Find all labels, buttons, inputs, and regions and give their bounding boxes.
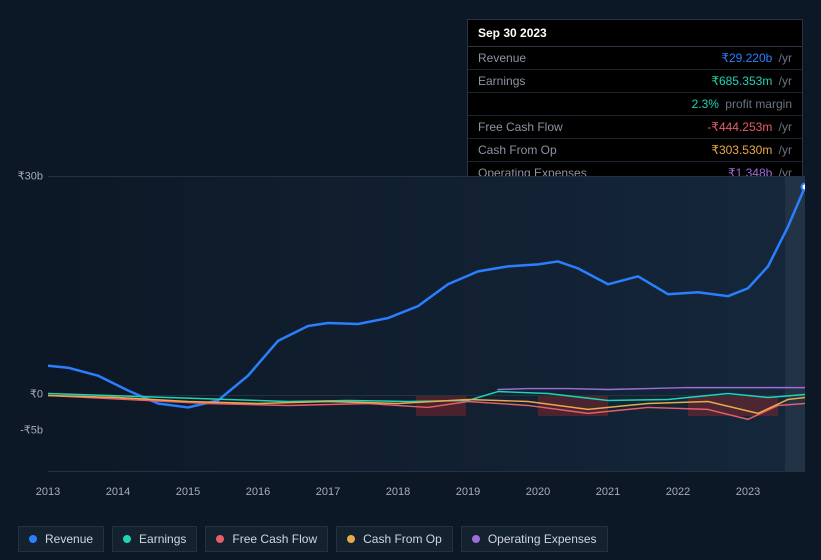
- legend-label: Operating Expenses: [488, 532, 597, 546]
- x-axis-label: 2020: [526, 486, 550, 498]
- x-axis-label: 2017: [316, 486, 340, 498]
- legend-item[interactable]: Free Cash Flow: [205, 526, 328, 552]
- tooltip-row: 2.3% profit margin: [468, 93, 802, 116]
- legend-dot: [123, 535, 131, 543]
- tooltip-row-value: ₹29.220b /yr: [721, 51, 792, 65]
- tooltip-row-value: ₹685.353m /yr: [711, 74, 792, 88]
- legend-dot: [472, 535, 480, 543]
- tooltip-row-value: ₹303.530m /yr: [711, 143, 792, 157]
- legend-label: Earnings: [139, 532, 186, 546]
- legend-label: Cash From Op: [363, 532, 442, 546]
- tooltip-row-label: Free Cash Flow: [478, 120, 707, 134]
- tooltip-row-label: Cash From Op: [478, 143, 711, 157]
- x-axis-label: 2013: [36, 486, 60, 498]
- chart-area: ₹30b ₹0 -₹5b 2013 2014 2015 2016 2017 2018 2019 2…: [16, 158, 805, 498]
- hover-indicator: [785, 177, 805, 471]
- legend-label: Revenue: [45, 532, 93, 546]
- series-revenue: [48, 187, 805, 408]
- x-axis-label: 2022: [666, 486, 690, 498]
- x-axis-label: 2021: [596, 486, 620, 498]
- legend-item[interactable]: Operating Expenses: [461, 526, 608, 552]
- legend-label: Free Cash Flow: [232, 532, 317, 546]
- series-opex: [498, 388, 805, 390]
- y-axis-label: -₹5b: [20, 424, 43, 437]
- tooltip-row-label: Earnings: [478, 74, 711, 88]
- y-axis-label: ₹0: [30, 388, 43, 401]
- x-axis-label: 2015: [176, 486, 200, 498]
- tooltip-row: Revenue₹29.220b /yr: [468, 47, 802, 70]
- legend-item[interactable]: Earnings: [112, 526, 197, 552]
- legend-dot: [347, 535, 355, 543]
- legend-item[interactable]: Cash From Op: [336, 526, 453, 552]
- chart-plot[interactable]: [48, 176, 805, 472]
- negative-band: [538, 396, 608, 416]
- legend-dot: [29, 535, 37, 543]
- tooltip-row-label: Revenue: [478, 51, 721, 65]
- tooltip-date: Sep 30 2023: [468, 20, 802, 47]
- tooltip-row: Free Cash Flow-₹444.253m /yr: [468, 116, 802, 139]
- tooltip-row-value: -₹444.253m /yr: [707, 120, 792, 134]
- x-axis-label: 2016: [246, 486, 270, 498]
- legend-item[interactable]: Revenue: [18, 526, 104, 552]
- x-axis-label: 2019: [456, 486, 480, 498]
- x-axis-label: 2014: [106, 486, 130, 498]
- x-axis-label: 2018: [386, 486, 410, 498]
- y-axis-label: ₹30b: [18, 170, 43, 183]
- legend-dot: [216, 535, 224, 543]
- negative-band: [416, 396, 466, 416]
- x-axis-label: 2023: [736, 486, 760, 498]
- chart-legend: Revenue Earnings Free Cash Flow Cash From O…: [18, 526, 608, 552]
- negative-band: [688, 396, 778, 416]
- tooltip-row: Earnings₹685.353m /yr: [468, 70, 802, 93]
